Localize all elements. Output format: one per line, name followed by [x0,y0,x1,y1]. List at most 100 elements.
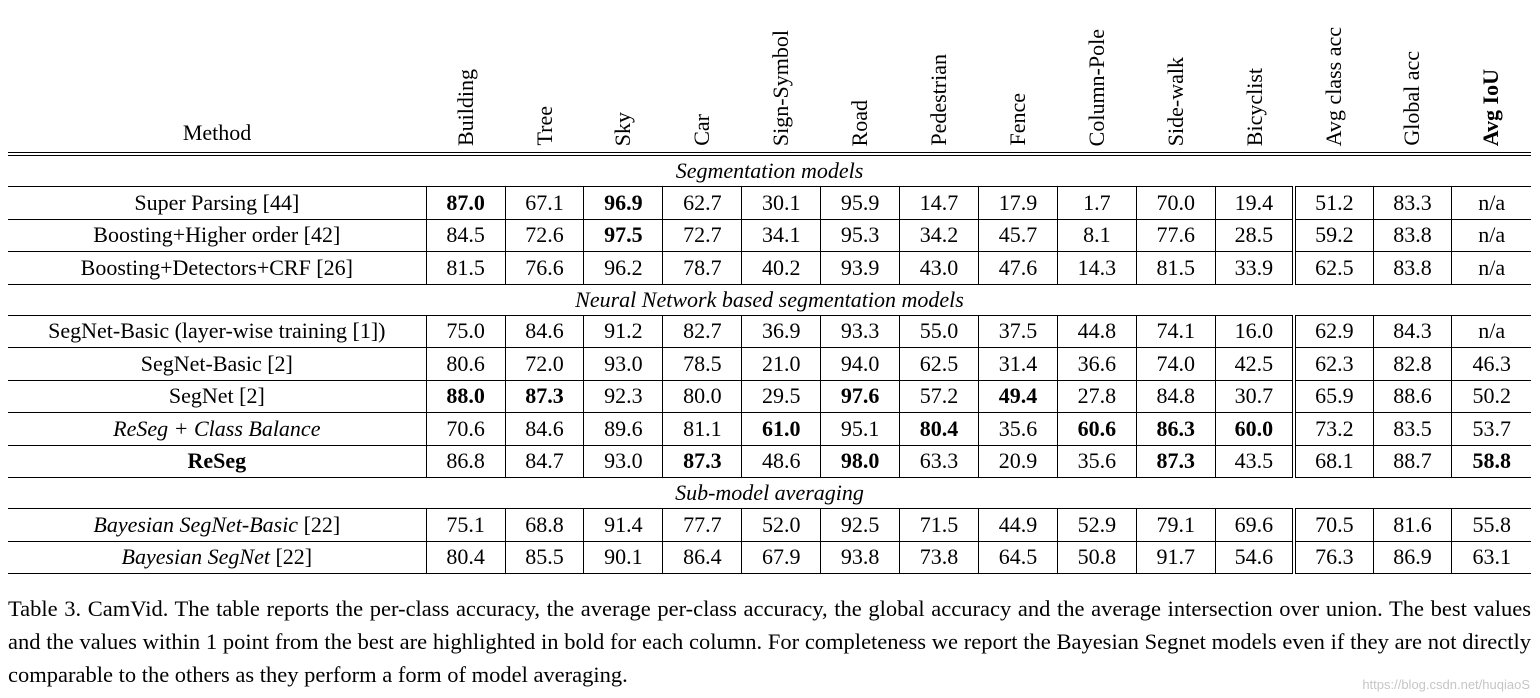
value-cell: 74.0 [1135,347,1216,381]
method-cell: Boosting+Higher order [42] [8,219,427,252]
value-cell: 61.0 [741,412,821,446]
value-cell: 60.6 [1056,412,1137,446]
column-header: Pedestrian [926,54,952,146]
value-cell: 86.3 [1135,412,1216,446]
value-cell: 86.8 [425,445,506,478]
value-cell: 40.2 [741,251,821,285]
value-cell: 73.2 [1292,412,1374,446]
value-cell: 82.7 [662,315,742,348]
method-cell: SegNet [2] [8,380,427,413]
value-cell: 85.5 [504,541,584,574]
table-header: Method Building Tree Sky Car Sign-Symbol… [8,0,1531,154]
value-cell: 80.6 [425,347,506,381]
value-cell: 97.5 [583,219,663,252]
value-cell: 30.7 [1214,380,1295,413]
value-cell: 21.0 [741,347,821,381]
value-cell: 70.0 [1135,186,1216,220]
value-cell: 57.2 [899,380,979,413]
results-table: Method Building Tree Sky Car Sign-Symbol… [8,0,1531,574]
value-cell: 95.9 [820,186,900,220]
value-cell: 89.6 [583,412,663,446]
value-cell: 97.6 [820,380,900,413]
value-cell: 28.5 [1214,219,1295,252]
value-cell: 72.6 [504,219,584,252]
value-cell: 81.5 [425,251,506,285]
value-cell: 78.7 [662,251,742,285]
value-cell: 91.2 [583,315,663,348]
value-cell: 96.9 [583,186,663,220]
column-header: Bicyclist [1241,67,1267,146]
table-body: Segmentation models Super Parsing [44] 87.… [8,154,1531,574]
value-cell: 93.8 [820,541,900,574]
value-cell: 55.0 [899,315,979,348]
value-cell: 48.6 [741,445,821,478]
column-header: Avg class acc [1320,26,1346,146]
value-cell: 78.5 [662,347,742,381]
value-cell: 54.6 [1214,541,1295,574]
column-header: Building [452,68,478,146]
value-cell: 84.6 [504,412,584,446]
value-cell: 69.6 [1214,508,1295,542]
value-cell: 44.8 [1056,315,1137,348]
method-cell: Bayesian SegNet-Basic [22] [8,508,427,542]
method-cell: ReSeg + Class Balance [8,412,427,446]
value-cell: 46.3 [1451,347,1531,381]
value-cell: n/a [1451,186,1531,220]
column-header: Car [689,114,715,146]
value-cell: 94.0 [820,347,900,381]
value-cell: n/a [1451,251,1531,285]
method-column-header: Method [182,120,252,145]
value-cell: 93.9 [820,251,900,285]
value-cell: 75.0 [425,315,506,348]
value-cell: 62.5 [899,347,979,381]
table-row: Super Parsing [44] 87.0 67.1 96.9 62.7 30.1 95… [8,186,1531,220]
value-cell: 81.5 [1135,251,1216,285]
value-cell: 84.8 [1135,380,1216,413]
value-cell: 71.5 [899,508,979,542]
value-cell: n/a [1451,315,1531,348]
value-cell: 84.5 [425,219,506,252]
value-cell: 34.1 [741,219,821,252]
caption-text: Table 3. CamVid. The table reports the p… [8,596,1531,687]
value-cell: 34.2 [899,219,979,252]
value-cell: 72.7 [662,219,742,252]
method-name: Bayesian SegNet [121,544,270,570]
value-cell: 45.7 [977,219,1058,252]
column-header: Road [847,99,873,146]
value-cell: 14.7 [899,186,979,220]
value-cell: 92.5 [820,508,900,542]
table-row: Boosting+Detectors+CRF [26] 81.5 76.6 96.2 7… [8,251,1531,285]
watermark: https://blog.csdn.net/huqiaoS [1362,677,1530,692]
value-cell: 80.4 [899,412,979,446]
value-cell: 52.0 [741,508,821,542]
value-cell: 73.8 [899,541,979,574]
value-cell: 1.7 [1056,186,1137,220]
value-cell: 83.8 [1372,251,1452,285]
value-cell: 35.6 [1056,445,1137,478]
value-cell: 65.9 [1292,380,1374,413]
value-cell: 36.9 [741,315,821,348]
value-cell: 88.0 [425,380,506,413]
value-cell: 63.1 [1451,541,1531,574]
value-cell: 90.1 [583,541,663,574]
value-cell: 88.6 [1372,380,1452,413]
value-cell: 68.8 [504,508,584,542]
section-header-row: Neural Network based segmentation models [8,284,1531,316]
column-header: Sign-Symbol [768,29,794,146]
method-cell: ReSeg [8,445,427,478]
column-header: Side-walk [1162,56,1188,146]
value-cell: n/a [1451,219,1531,252]
value-cell: 19.4 [1214,186,1295,220]
value-cell: 36.6 [1056,347,1137,381]
value-cell: 87.3 [504,380,584,413]
method-name: Bayesian SegNet-Basic [93,511,299,537]
value-cell: 95.3 [820,219,900,252]
value-cell: 87.3 [662,445,742,478]
value-cell: 27.8 [1056,380,1137,413]
value-cell: 68.1 [1292,445,1374,478]
table-row: Boosting+Higher order [42] 84.5 72.6 97.5 72… [8,219,1531,252]
value-cell: 35.6 [977,412,1058,446]
value-cell: 62.9 [1292,315,1374,348]
value-cell: 30.1 [741,186,821,220]
method-citation: [22] [298,511,341,537]
